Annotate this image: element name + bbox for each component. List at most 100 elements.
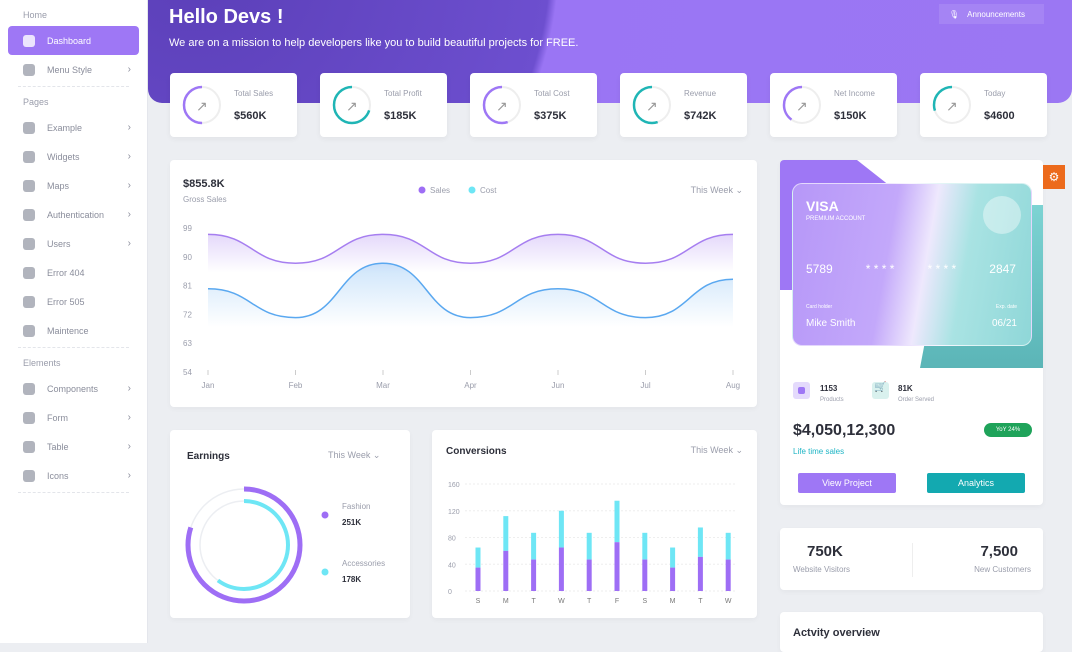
bar-top: [670, 547, 676, 568]
chevron-right-icon: ›: [127, 180, 131, 191]
sidebar-item-label: Error 505: [47, 296, 85, 307]
bag-icon: [793, 382, 810, 399]
form-icon: [23, 411, 35, 424]
y-tick-label: 63: [183, 339, 192, 348]
settings-button[interactable]: ⚙: [1043, 165, 1065, 189]
gross-sales-value: $855.8K: [183, 178, 225, 190]
bar-base: [586, 559, 592, 591]
legend-label: Cost: [480, 186, 497, 195]
arrow-up-right-icon: ↗: [796, 98, 808, 114]
analytics-button[interactable]: Analytics: [927, 473, 1025, 493]
chevron-right-icon: ›: [127, 151, 131, 162]
chevron-right-icon: ›: [127, 122, 131, 133]
sidebar-item-label: Table: [47, 441, 69, 452]
bar-base: [670, 567, 676, 591]
sidebar-item-maps[interactable]: Maps ›: [8, 171, 139, 200]
sidebar-section-title: Elements: [23, 358, 61, 368]
holder-label: Card holder: [806, 304, 833, 310]
progress-ring: ↗: [782, 85, 822, 125]
sidebar-item-icons[interactable]: Icons ›: [8, 461, 139, 490]
bar-top: [642, 532, 648, 560]
legend-dot: [321, 568, 329, 576]
sidebar-item-example[interactable]: Example ›: [8, 113, 139, 142]
sidebar-item-form[interactable]: Form ›: [8, 403, 139, 432]
cart-icon: 🛒: [872, 382, 889, 399]
error-505-icon: [23, 295, 35, 308]
announcements-button[interactable]: 🎙 Announcements: [939, 4, 1044, 24]
stat-label: Total Sales: [234, 89, 274, 98]
progress-ring: ↗: [482, 85, 522, 125]
conversions-period-dropdown[interactable]: This Week ⌄: [690, 445, 743, 455]
stat-label: Total Cost: [534, 89, 570, 98]
legend-dot: [418, 186, 426, 194]
arrow-up-right-icon: ↗: [496, 98, 508, 114]
y-tick-label: 54: [183, 368, 192, 377]
orders-count: 81K: [898, 384, 913, 393]
sales-area: [208, 234, 733, 273]
accessories-ring: [198, 499, 290, 591]
bar-base: [503, 550, 509, 591]
gear-icon: ⚙: [1048, 170, 1060, 184]
sidebar-item-error-404[interactable]: Error 404: [8, 258, 139, 287]
sidebar-item-dashboard[interactable]: Dashboard: [8, 26, 139, 55]
card-brand: VISA: [806, 198, 839, 214]
stat-card: ↗ Net Income $150K: [770, 73, 897, 137]
stat-label: Total Profit: [384, 89, 422, 98]
bar-base: [531, 559, 537, 591]
stat-card: ↗ Revenue $742K: [620, 73, 747, 137]
earnings-ring-chart: Fashion 251K Accessories 178K: [185, 486, 385, 604]
arrow-up-right-icon: ↗: [346, 98, 358, 114]
chevron-right-icon: ›: [127, 383, 131, 394]
maintence-icon: [23, 324, 35, 337]
progress-ring: ↗: [182, 85, 222, 125]
x-tick-label: Jan: [202, 381, 215, 390]
y-tick-label: 90: [183, 253, 192, 262]
sidebar-item-maintence[interactable]: Maintence: [8, 316, 139, 345]
bar-base: [697, 556, 703, 591]
legend-label: Sales: [430, 186, 450, 195]
error-404-icon: [23, 266, 35, 279]
fashion-ring: [185, 486, 303, 604]
cost-line: [207, 262, 734, 319]
earnings-period-dropdown[interactable]: This Week ⌄: [328, 450, 381, 460]
sidebar-item-authentication[interactable]: Authentication ›: [8, 200, 139, 229]
sidebar-item-label: Maps: [47, 180, 70, 191]
divider: [18, 347, 129, 348]
x-tick-label: Mar: [376, 381, 390, 390]
sidebar-item-table[interactable]: Table ›: [8, 432, 139, 461]
stat-card: ↗ Total Profit $185K: [320, 73, 447, 137]
period-dropdown[interactable]: This Week ⌄: [690, 185, 743, 195]
bar-top: [725, 532, 731, 560]
chevron-right-icon: ›: [127, 64, 131, 75]
exp-label: Exp. date: [995, 304, 1017, 310]
yoy-badge: YoY 24%: [984, 423, 1032, 437]
chevron-right-icon: ›: [127, 238, 131, 249]
chevron-right-icon: ›: [127, 412, 131, 423]
sidebar-item-label: Form: [47, 412, 68, 423]
users-icon: [23, 237, 35, 250]
gross-sales-card: $855.8K Gross Sales This Week ⌄ 99 90 81 72…: [170, 160, 757, 407]
maps-icon: [23, 179, 35, 192]
orders-label: Order Served: [898, 397, 935, 403]
customers-value: 7,500: [980, 543, 1018, 560]
sidebar-item-label: Menu Style: [47, 64, 93, 75]
sidebar-item-label: Widgets: [47, 151, 80, 162]
stat-value: $560K: [234, 110, 267, 122]
sidebar-item-menu-style[interactable]: Menu Style ›: [8, 55, 139, 84]
sidebar-item-label: Example: [47, 122, 83, 133]
page-title: Hello Devs !: [169, 6, 284, 28]
y-tick-label: 81: [183, 282, 192, 291]
view-project-button[interactable]: View Project: [798, 473, 896, 493]
sidebar-item-users[interactable]: Users ›: [8, 229, 139, 258]
x-tick-label: T: [698, 598, 703, 605]
x-tick-label: Feb: [289, 381, 303, 390]
lifetime-label: Life time sales: [793, 447, 845, 456]
stat-value: $185K: [384, 110, 417, 122]
sidebar-item-label: Authentication: [47, 209, 105, 220]
bar-base: [725, 559, 731, 591]
sidebar-item-widgets[interactable]: Widgets ›: [8, 142, 139, 171]
sidebar-item-components[interactable]: Components ›: [8, 374, 139, 403]
bar-base: [642, 559, 648, 591]
y-tick-label: 0: [448, 589, 452, 596]
sidebar-item-error-505[interactable]: Error 505: [8, 287, 139, 316]
